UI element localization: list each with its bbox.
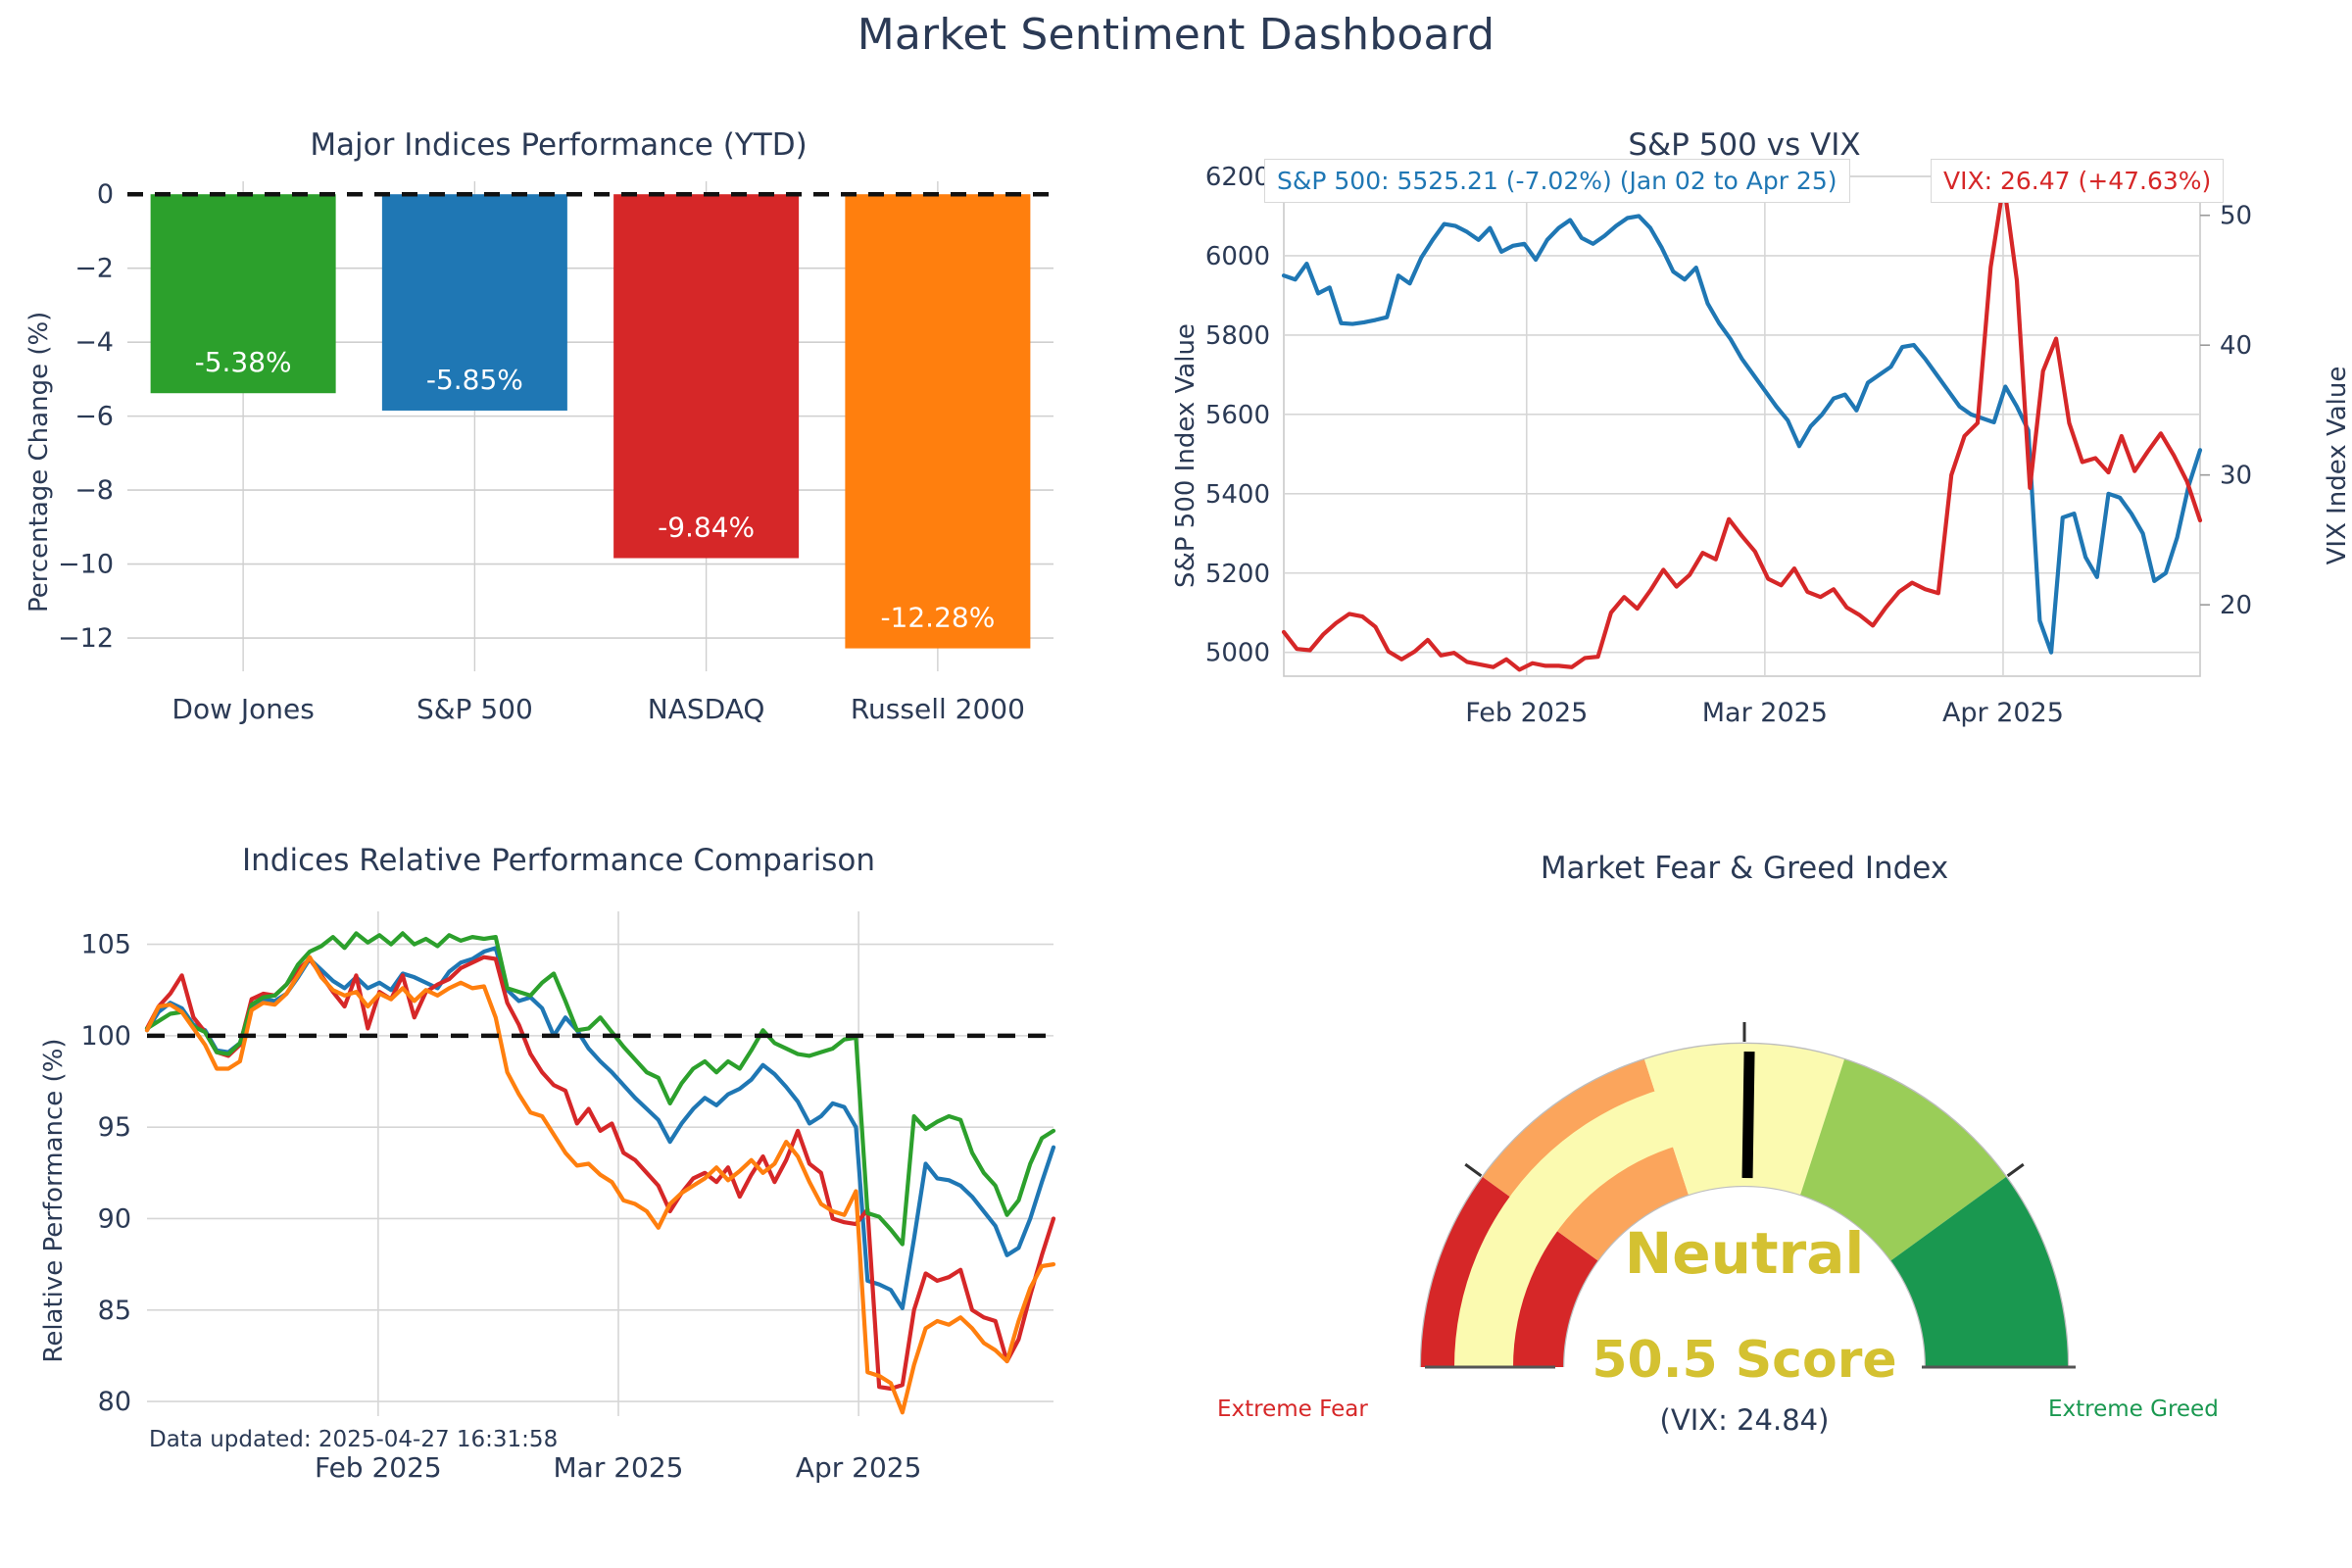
vix-line — [1281, 180, 2203, 672]
y-axis-label-spx: S&P 500 Index Value — [1171, 323, 1200, 588]
bar-x-tick: NASDAQ — [648, 693, 765, 725]
spx-y-tick: 5800 — [1205, 321, 1270, 351]
rel-line-russell-2000 — [144, 955, 1056, 1415]
bar-y-tick: −12 — [58, 623, 114, 654]
bar-y-tick: −2 — [74, 254, 114, 284]
rel-x-tick: Feb 2025 — [315, 1451, 442, 1484]
chart-title-relative: Indices Relative Performance Comparison — [242, 843, 875, 878]
vix-y-tick: 20 — [2220, 591, 2252, 620]
rel-y-tick: 100 — [80, 1021, 131, 1052]
rel-x-tick: Apr 2025 — [796, 1451, 922, 1484]
bar-y-tick: −6 — [74, 402, 114, 432]
vix-y-tick: 30 — [2220, 462, 2252, 491]
bar-x-tick: S&P 500 — [416, 693, 533, 725]
bar — [613, 194, 800, 559]
bar — [150, 194, 336, 394]
spx-x-tick: Mar 2025 — [1702, 698, 1828, 728]
rel-y-tick: 95 — [98, 1112, 131, 1143]
gauge-tick — [2006, 1162, 2025, 1178]
chart-title-gauge: Market Fear & Greed Index — [1540, 851, 1949, 886]
panel-spx-vix: S&P 500 vs VIX S&P 500 Index Value VIX I… — [1137, 127, 2352, 804]
gauge-score-label: 50.5 Score — [1592, 1331, 1897, 1390]
y-axis-label-vix: VIX Index Value — [2323, 366, 2352, 565]
bar-value-label: -5.85% — [426, 364, 523, 396]
bar-group: -5.85% — [381, 194, 567, 411]
gauge-vix-subtext: (VIX: 24.84) — [1659, 1403, 1830, 1437]
bar-x-tick: Russell 2000 — [851, 693, 1025, 725]
spx-x-tick: Feb 2025 — [1465, 698, 1588, 728]
spx-line — [1281, 214, 2203, 655]
gauge-tick — [1464, 1162, 1483, 1178]
rel-x-tick: Mar 2025 — [554, 1451, 684, 1484]
spx-y-tick: 6000 — [1205, 242, 1270, 271]
rel-line-nasdaq — [144, 931, 1056, 1247]
gauge-value-band — [1454, 1077, 1749, 1367]
panel-indices-performance: Major Indices Performance (YTD) Percenta… — [0, 127, 1117, 804]
spx-y-tick: 5400 — [1205, 480, 1270, 510]
chart-title-spx-vix: S&P 500 vs VIX — [1628, 127, 1861, 163]
indices-bar-svg: 0 −2 −4 −6 −8 −10 −12 -5.38% Dow Jones -5.85% S&P … — [58, 179, 1054, 725]
bar-value-label: -9.84% — [658, 512, 755, 544]
rel-y-tick: 105 — [80, 930, 131, 960]
bar — [381, 194, 567, 411]
rel-y-tick: 80 — [98, 1387, 131, 1417]
data-updated-stamp: Data updated: 2025-04-27 16:31:58 — [149, 1427, 559, 1452]
bar-group: -9.84% — [613, 194, 800, 559]
spx-x-tick: Apr 2025 — [1942, 698, 2064, 728]
bar-group: -5.38% — [150, 194, 336, 394]
spx-y-tick: 6200 — [1205, 163, 1270, 192]
panel-relative-performance: Indices Relative Performance Comparison … — [0, 843, 1117, 1568]
vix-y-tick: 50 — [2220, 202, 2252, 231]
fear-greed-gauge-svg — [1419, 1022, 2076, 1369]
panel-fear-greed-gauge: Market Fear & Greed Index Neutral 50.5 S… — [1137, 843, 2352, 1568]
bar-y-tick: 0 — [97, 179, 114, 210]
bar-x-tick: Dow Jones — [172, 693, 314, 725]
gauge-left-end-label: Extreme Fear — [1217, 1396, 1368, 1422]
relative-performance-svg: 105 100 95 90 85 80 Feb 2025 Mar 2025 Apr 2025 — [80, 911, 1056, 1484]
rel-line-s-p-500 — [144, 955, 1056, 1392]
chart-title-indices: Major Indices Performance (YTD) — [310, 127, 808, 163]
bar-value-label: -5.38% — [195, 346, 292, 378]
rel-y-tick: 85 — [98, 1296, 131, 1326]
bar-group: -12.28% — [845, 194, 1031, 649]
y-axis-label-indices: Percentage Change (%) — [24, 311, 54, 612]
vix-y-tick: 40 — [2220, 331, 2252, 361]
bar — [845, 194, 1031, 649]
gauge-sentiment-label: Neutral — [1624, 1220, 1865, 1287]
bar-value-label: -12.28% — [880, 602, 995, 634]
annotation-vix: VIX: 26.47 (+47.63%) — [1931, 159, 2225, 203]
rel-y-tick: 90 — [98, 1203, 131, 1234]
spx-y-tick: 5600 — [1205, 401, 1270, 430]
spx-y-tick: 5200 — [1205, 560, 1270, 589]
page-title: Market Sentiment Dashboard — [857, 10, 1495, 60]
bar-y-tick: −4 — [74, 327, 114, 358]
gauge-right-end-label: Extreme Greed — [2048, 1396, 2219, 1422]
gauge-step-extreme-greed — [1890, 1177, 2068, 1367]
annotation-spx: S&P 500: 5525.21 (-7.02%) (Jan 02 to Apr… — [1264, 159, 1850, 203]
gauge-step-greed — [1800, 1059, 2006, 1261]
spx-vix-svg: 5000 5200 5400 5600 5800 6000 6200 20 30 40 50 Feb … — [1205, 163, 2252, 728]
spx-y-tick: 5000 — [1205, 639, 1270, 668]
y-axis-label-relative: Relative Performance (%) — [39, 1038, 69, 1363]
gauge-threshold-needle — [1741, 1051, 1755, 1179]
bar-y-tick: −8 — [74, 475, 114, 506]
bar-y-tick: −10 — [58, 550, 114, 580]
